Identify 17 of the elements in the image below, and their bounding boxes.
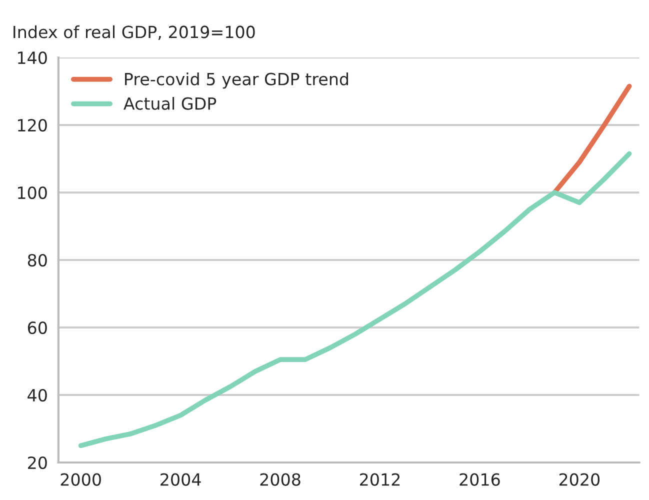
y-tick-label: 140 (18, 51, 47, 64)
legend-label: Pre-covid 5 year GDP trend (125, 72, 348, 89)
y-tick-label: 60 (28, 321, 47, 334)
x-tick-label: 2000 (60, 473, 101, 486)
x-tick-label: 2004 (160, 473, 201, 486)
y-tick-label: 80 (28, 254, 47, 267)
x-tick-label: 2008 (260, 473, 300, 486)
x-tick-label: 2016 (460, 473, 500, 486)
y-tick-label: 120 (18, 118, 47, 132)
y-tick-label: 100 (18, 186, 47, 200)
x-tick-label: 2020 (559, 473, 600, 486)
y-tick-label: 40 (28, 388, 47, 402)
legend-label: Actual GDP (124, 96, 216, 110)
y-tick-label: 20 (28, 456, 47, 470)
x-tick-label: 2012 (360, 473, 400, 486)
chart-title: Index of real GDP, 2019=100 (14, 25, 255, 40)
line-series (78, 151, 632, 448)
